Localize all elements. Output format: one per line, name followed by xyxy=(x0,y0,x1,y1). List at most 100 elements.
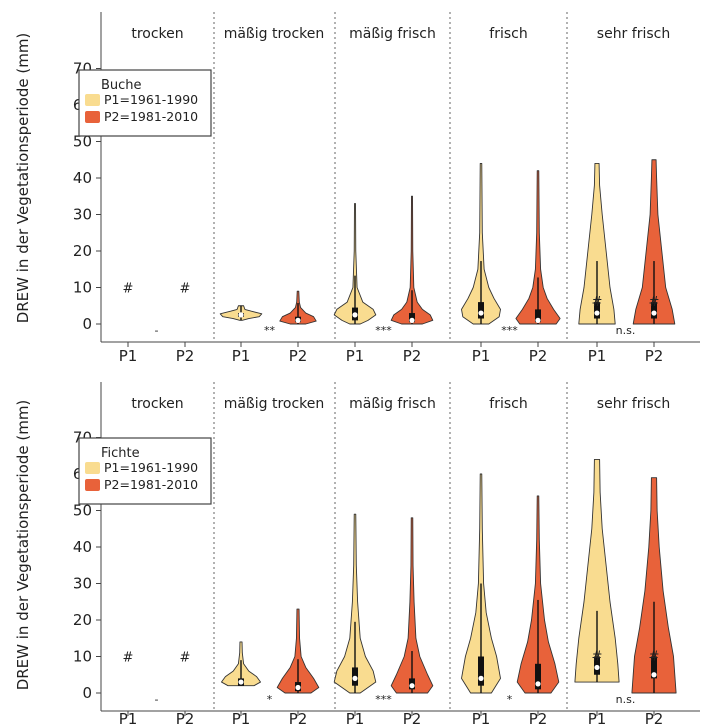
violin-median xyxy=(409,317,415,323)
violin-median xyxy=(295,684,301,691)
violin-shape xyxy=(461,162,501,325)
x-tick-label: P1 xyxy=(232,710,251,727)
legend-box xyxy=(78,437,212,505)
x-tick-label: P2 xyxy=(403,347,422,365)
violin-box xyxy=(535,663,541,690)
significance-label: *** xyxy=(501,324,518,337)
x-tick-label: P1 xyxy=(346,347,365,365)
significance-label: * xyxy=(267,693,273,706)
violin-shape xyxy=(632,159,676,325)
x-tick-label: P2 xyxy=(529,347,548,365)
violin-median xyxy=(651,310,657,316)
violin-shape xyxy=(333,203,377,325)
x-tick-label: P2 xyxy=(289,710,308,727)
group-label: mäßig frisch xyxy=(349,26,436,42)
violin-box xyxy=(478,302,484,319)
no-data-marker: # xyxy=(180,282,191,297)
x-tick-label: P1 xyxy=(472,710,491,727)
x-tick-label: P1 xyxy=(232,347,251,365)
significance-label: n.s. xyxy=(616,324,636,337)
significance-label: * xyxy=(507,693,513,706)
violin-shape xyxy=(631,477,677,694)
violin-box xyxy=(478,656,484,686)
x-tick-label: P1 xyxy=(588,710,607,727)
chart-panel-2: 010203040506070DREW in der Vegetationspe… xyxy=(14,382,700,727)
violin-box xyxy=(651,656,657,679)
violin-box xyxy=(535,309,541,323)
x-tick-label: P2 xyxy=(176,710,195,727)
violin-median xyxy=(295,317,301,323)
violin-median xyxy=(535,681,541,687)
violin-median xyxy=(409,683,415,689)
no-data-marker: # xyxy=(649,295,660,310)
significance-label: - xyxy=(155,324,159,337)
y-axis-label: DREW in der Vegetationsperiode (mm) xyxy=(14,33,32,324)
no-data-marker: # xyxy=(123,651,134,666)
y-tick-label: 40 xyxy=(73,538,92,556)
y-tick-label: 0 xyxy=(82,684,92,702)
group-label: sehr frisch xyxy=(597,26,670,42)
y-tick-label: 20 xyxy=(73,242,92,260)
y-tick-label: 0 xyxy=(82,315,92,333)
y-tick-label: 10 xyxy=(73,648,92,666)
group-label: trocken xyxy=(131,396,183,412)
y-tick-label: 10 xyxy=(73,279,92,297)
violin-median xyxy=(478,675,484,682)
violin-shape xyxy=(390,517,434,694)
violin-median xyxy=(535,317,541,323)
x-tick-label: P2 xyxy=(176,347,195,365)
violin-median xyxy=(478,310,484,316)
x-tick-label: P1 xyxy=(346,710,365,727)
violin-shape xyxy=(578,162,616,325)
group-label: mäßig frisch xyxy=(349,396,436,412)
x-tick-label: P1 xyxy=(472,347,491,365)
x-tick-label: P2 xyxy=(289,347,308,365)
legend-label: P1=1961-1990 xyxy=(104,92,198,107)
x-tick-label: P2 xyxy=(529,710,548,727)
group-label: frisch xyxy=(489,26,527,42)
x-tick-label: P1 xyxy=(588,347,607,365)
y-tick-label: 50 xyxy=(73,133,92,151)
y-tick-label: 50 xyxy=(73,502,92,520)
legend-label: P2=1981-2010 xyxy=(104,477,198,492)
violin-box xyxy=(594,302,600,319)
violin-box xyxy=(409,313,415,323)
no-data-marker: # xyxy=(592,295,603,310)
x-tick-label: P2 xyxy=(645,347,664,365)
group-label: frisch xyxy=(489,396,527,412)
no-data-marker: # xyxy=(649,650,660,665)
significance-label: n.s. xyxy=(616,693,636,706)
violin-shape xyxy=(276,608,320,694)
group-label: sehr frisch xyxy=(597,396,670,412)
legend-title: Buche xyxy=(101,78,142,93)
violin-shape xyxy=(515,170,561,325)
violin-median xyxy=(651,672,657,678)
legend-swatch xyxy=(85,462,100,474)
y-tick-label: 20 xyxy=(73,611,92,629)
x-tick-label: P2 xyxy=(403,710,422,727)
violin-median xyxy=(238,679,244,685)
legend-swatch xyxy=(85,479,100,491)
legend-swatch xyxy=(85,94,100,106)
legend-label: P2=1981-2010 xyxy=(104,109,198,124)
chart-panel-1: 010203040506070DREW in der Vegetationspe… xyxy=(14,12,700,365)
violin-median xyxy=(594,310,600,316)
violin-shape xyxy=(333,513,377,694)
violin-shape xyxy=(390,195,434,325)
violin-shape xyxy=(574,458,620,683)
significance-label: *** xyxy=(375,693,392,706)
legend-label: P1=1961-1990 xyxy=(104,460,198,475)
no-data-marker: # xyxy=(592,650,603,665)
violin-median xyxy=(238,312,244,318)
x-tick-label: P1 xyxy=(119,710,138,727)
group-label: trocken xyxy=(131,26,183,42)
group-label: mäßig trocken xyxy=(224,26,325,42)
significance-label: *** xyxy=(375,324,392,337)
no-data-marker: # xyxy=(180,651,191,666)
group-label: mäßig trocken xyxy=(224,396,325,412)
legend-title: Fichte xyxy=(101,446,140,461)
violin-median xyxy=(352,312,358,318)
y-tick-label: 30 xyxy=(73,206,92,224)
y-tick-label: 40 xyxy=(73,169,92,187)
